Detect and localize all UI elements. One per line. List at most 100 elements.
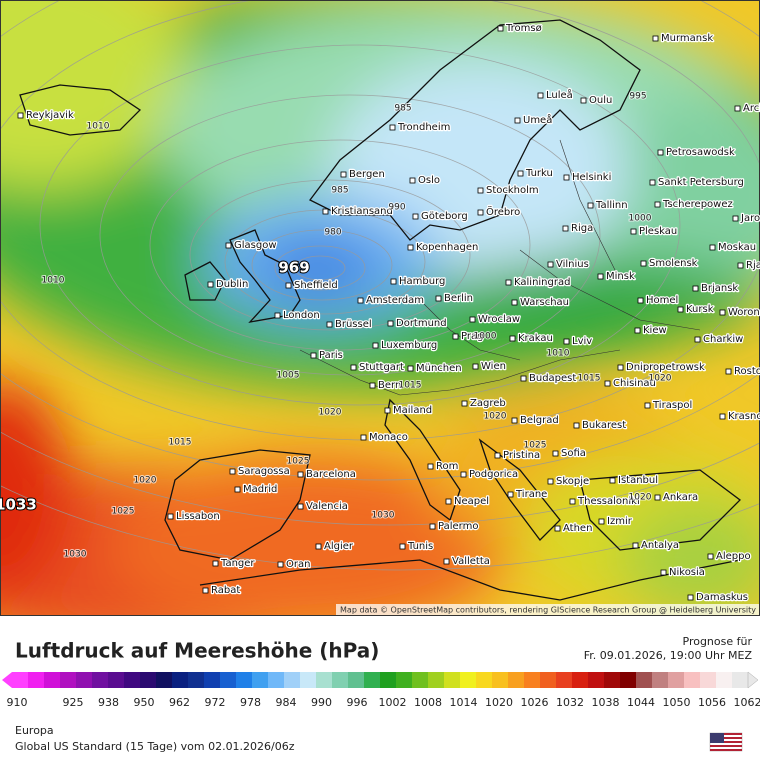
city-label: Prag <box>461 331 483 342</box>
city-label: Örebro <box>486 205 520 218</box>
city-label: Wroclaw <box>478 314 520 325</box>
coastlines <box>19 19 741 601</box>
city-label: Podgorica <box>469 469 518 480</box>
city-label: Bern <box>378 380 401 391</box>
scale-tick-label: 990 <box>311 696 332 709</box>
scale-tick-label: 972 <box>205 696 226 709</box>
city-marker <box>427 463 434 470</box>
city-label: Jaros <box>740 213 760 224</box>
city-label: Valencia <box>306 501 348 512</box>
city-label: Oslo <box>418 175 440 186</box>
isobar-label: 1015 <box>169 438 192 448</box>
city-label: Damaskus <box>696 592 748 603</box>
city-label: Kaliningrad <box>514 277 570 288</box>
city-marker <box>511 417 518 424</box>
city-marker <box>387 320 394 327</box>
city-marker <box>604 380 611 387</box>
city-marker <box>445 498 452 505</box>
scale-arrow-left <box>2 672 12 688</box>
city-label: Vilnius <box>556 259 589 270</box>
scale-swatch <box>652 672 669 688</box>
scale-tick-label: 910 <box>7 696 28 709</box>
city-label: Rjas <box>746 260 760 271</box>
city-label: Dublin <box>216 279 248 290</box>
city-marker <box>511 299 518 306</box>
city-marker <box>609 477 616 484</box>
city-label: Izmir <box>607 516 633 527</box>
scale-swatch <box>524 672 541 688</box>
scale-tick-label: 1062 <box>734 696 760 709</box>
isobar-label: 1010 <box>547 349 570 359</box>
city-marker <box>509 335 516 342</box>
scale-swatch <box>12 672 29 688</box>
city-marker <box>505 279 512 286</box>
scale-swatch <box>28 672 45 688</box>
city-label: Tirane <box>515 489 547 500</box>
city-label: Bergen <box>349 169 385 180</box>
city-marker <box>732 215 739 222</box>
scale-tick-label: 1008 <box>414 696 442 709</box>
city-marker <box>707 553 714 560</box>
city-label: Helsinki <box>572 172 611 183</box>
city-marker <box>372 342 379 349</box>
city-marker <box>360 434 367 441</box>
city-marker <box>637 297 644 304</box>
city-marker <box>569 498 576 505</box>
city-label: Oulu <box>589 95 612 106</box>
city-label: Barcelona <box>306 469 356 480</box>
isobar-label: 1025 <box>112 507 135 517</box>
city-marker <box>719 309 726 316</box>
scale-tick-label: 1014 <box>450 696 478 709</box>
forecast-time: Fr. 09.01.2026, 19:00 Uhr MEZ <box>584 649 753 662</box>
city-marker <box>694 336 701 343</box>
scale-swatch <box>220 672 237 688</box>
city-label: Göteborg <box>421 211 468 222</box>
city-label: Bukarest <box>582 420 626 431</box>
scale-tick-label: 1026 <box>521 696 549 709</box>
attribution-bg <box>336 604 760 616</box>
scale-swatch <box>332 672 349 688</box>
scale-swatch <box>476 672 493 688</box>
city-marker <box>350 364 357 371</box>
city-marker <box>597 273 604 280</box>
scale-swatch <box>204 672 221 688</box>
city-marker <box>429 523 436 530</box>
city-marker <box>494 452 501 459</box>
scale-swatch <box>380 672 397 688</box>
isobar-label: 1010 <box>87 122 110 132</box>
isobar-label: 1010 <box>42 276 65 286</box>
city-marker <box>562 225 569 232</box>
city-label: Dortmund <box>396 318 447 329</box>
scale-swatch <box>412 672 429 688</box>
city-marker <box>630 228 637 235</box>
city-label: Trondheim <box>397 122 450 133</box>
city-label: Tallinn <box>595 200 628 211</box>
scale-arrow-right <box>747 671 759 689</box>
scale-swatch <box>732 672 749 688</box>
city-marker <box>598 518 605 525</box>
city-marker <box>229 468 236 475</box>
city-marker <box>654 201 661 208</box>
scale-tick-label: 1032 <box>556 696 584 709</box>
scale-swatch <box>444 672 461 688</box>
city-marker <box>657 149 664 156</box>
isobar-label: 1025 <box>287 457 310 467</box>
city-marker <box>552 450 559 457</box>
city-label: Lissabon <box>176 511 220 522</box>
isobar-label: 1020 <box>319 408 342 418</box>
scale-swatch <box>716 672 733 688</box>
city-marker <box>315 543 322 550</box>
scale-tick-label: 1002 <box>379 696 407 709</box>
map-field <box>0 0 760 616</box>
city-marker <box>654 494 661 501</box>
city-label: Murmansk <box>661 33 713 44</box>
city-label: Saragossa <box>238 466 290 477</box>
city-marker <box>435 295 442 302</box>
isobar-label: 985 <box>394 104 411 114</box>
city-label: Istanbul <box>618 475 658 486</box>
region: Europa <box>15 724 54 737</box>
scale-tick-label: 984 <box>276 696 297 709</box>
city-marker <box>692 285 699 292</box>
city-label: Budapest <box>529 373 576 384</box>
city-label: Kristiansand <box>331 206 393 217</box>
